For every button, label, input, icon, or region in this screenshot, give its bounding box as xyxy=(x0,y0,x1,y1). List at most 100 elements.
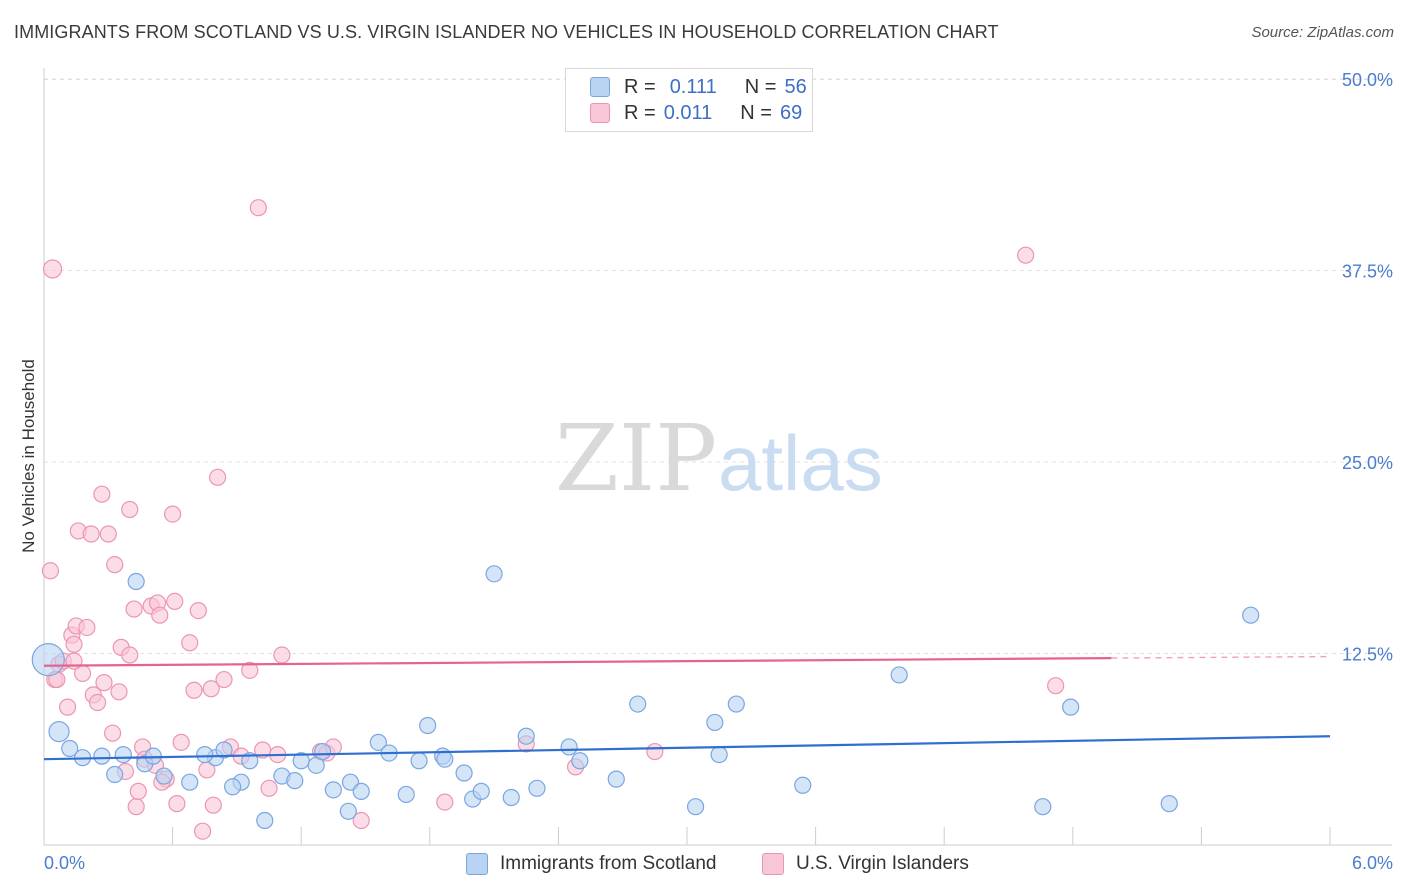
pink-point xyxy=(166,592,184,611)
blue-point xyxy=(410,752,428,770)
tick-labels: 12.5% 25.0% 37.5% 50.0% 0.0% 6.0% xyxy=(44,70,1393,873)
blue-point xyxy=(1062,698,1080,716)
pink-point xyxy=(95,674,113,692)
blue-point xyxy=(686,798,705,816)
pink-point xyxy=(42,259,63,279)
legend-row-blue: R = 0.111 N = 56 xyxy=(590,74,807,100)
y-tick-label: 50.0% xyxy=(1342,70,1393,90)
blue-point xyxy=(241,752,259,770)
pink-trendline xyxy=(43,656,1112,667)
blue-point xyxy=(1160,795,1178,813)
blue-point xyxy=(93,747,111,765)
pink-point xyxy=(65,652,83,670)
x-tick-label-max: 6.0% xyxy=(1352,853,1393,873)
blue-point xyxy=(794,776,812,794)
legend-n-label: N = xyxy=(744,75,777,98)
pink-point xyxy=(125,600,143,618)
pink-point xyxy=(58,698,77,716)
pink-point xyxy=(93,485,111,503)
pink-trendline-extension xyxy=(1111,655,1331,659)
pink-point xyxy=(181,634,199,652)
watermark-zip: ZIP xyxy=(555,405,717,512)
pink-point xyxy=(127,798,145,816)
legend-r-label: R = xyxy=(624,75,656,98)
pink-point xyxy=(194,822,212,840)
pink-series-points xyxy=(41,199,1065,840)
blue-point xyxy=(307,756,325,774)
pink-point xyxy=(209,468,227,486)
blue-point xyxy=(181,773,199,791)
legend-r-value: 0.111 xyxy=(669,75,717,98)
blue-point xyxy=(31,643,65,677)
blue-point xyxy=(106,765,124,784)
pink-point xyxy=(1017,246,1035,264)
bottom-legend-label-blue: Immigrants from Scotland xyxy=(500,853,717,874)
legend-r-value: 0.011 xyxy=(663,101,713,124)
y-tick-label: 37.5% xyxy=(1342,262,1393,282)
pink-point xyxy=(78,618,96,637)
pink-point xyxy=(121,500,139,519)
blue-point xyxy=(397,785,415,804)
pink-point xyxy=(106,556,124,574)
blue-point xyxy=(571,752,589,770)
pink-point xyxy=(202,680,220,698)
blue-point xyxy=(560,738,578,756)
pink-point xyxy=(260,779,278,797)
blue-point xyxy=(436,750,454,768)
watermark: ZIP atlas xyxy=(555,405,883,512)
axes xyxy=(43,68,1392,846)
blue-point xyxy=(224,778,242,796)
source-label: Source: ZipAtlas.com xyxy=(1251,24,1394,41)
blue-point xyxy=(629,695,647,713)
pink-point xyxy=(164,505,182,523)
blue-point xyxy=(502,788,520,807)
pink-point xyxy=(646,742,664,761)
pink-point xyxy=(1047,677,1065,695)
blue-point xyxy=(256,811,274,830)
legend-swatch-blue xyxy=(590,77,610,97)
pink-point xyxy=(103,724,122,742)
blue-point xyxy=(890,666,908,684)
legend-swatch-pink xyxy=(590,103,610,123)
pink-point xyxy=(129,782,147,800)
pink-point xyxy=(273,646,291,664)
watermark-atlas: atlas xyxy=(718,419,883,507)
blue-point xyxy=(48,721,70,743)
pink-point xyxy=(249,199,267,217)
blue-point xyxy=(286,772,304,790)
blue-point xyxy=(1034,798,1052,816)
blue-point xyxy=(196,746,214,764)
pink-point xyxy=(215,670,233,689)
blue-point xyxy=(485,565,503,583)
legend-n-value: 56 xyxy=(784,75,807,98)
pink-point xyxy=(110,683,128,701)
x-tick-label-min: 0.0% xyxy=(44,853,85,873)
blue-point xyxy=(710,746,728,764)
blue-point xyxy=(455,764,473,782)
pink-point xyxy=(41,562,60,580)
pink-point xyxy=(151,606,169,624)
blue-point xyxy=(61,739,79,758)
pink-point xyxy=(172,733,190,751)
legend-row-pink: R = 0.011 N = 69 xyxy=(590,100,802,126)
legend-r-label: R = xyxy=(624,101,656,124)
pink-point xyxy=(168,795,186,813)
y-tick-label: 25.0% xyxy=(1342,453,1393,473)
blue-point xyxy=(528,779,546,797)
y-tick-label: 12.5% xyxy=(1342,645,1393,665)
blue-point xyxy=(607,770,625,788)
pink-point xyxy=(185,681,203,699)
blue-point xyxy=(472,782,490,800)
bottom-legend-blue: Immigrants from Scotland xyxy=(466,851,716,877)
blue-point xyxy=(127,572,145,591)
pink-point xyxy=(436,793,454,811)
bottom-legend-swatch-pink xyxy=(762,853,784,875)
legend-n-value: 69 xyxy=(779,101,803,124)
blue-trendline xyxy=(43,735,1331,761)
blue-point xyxy=(419,716,437,735)
pink-point xyxy=(189,602,207,620)
blue-point xyxy=(155,767,173,785)
gridlines xyxy=(44,78,1392,654)
pink-point xyxy=(241,661,259,679)
